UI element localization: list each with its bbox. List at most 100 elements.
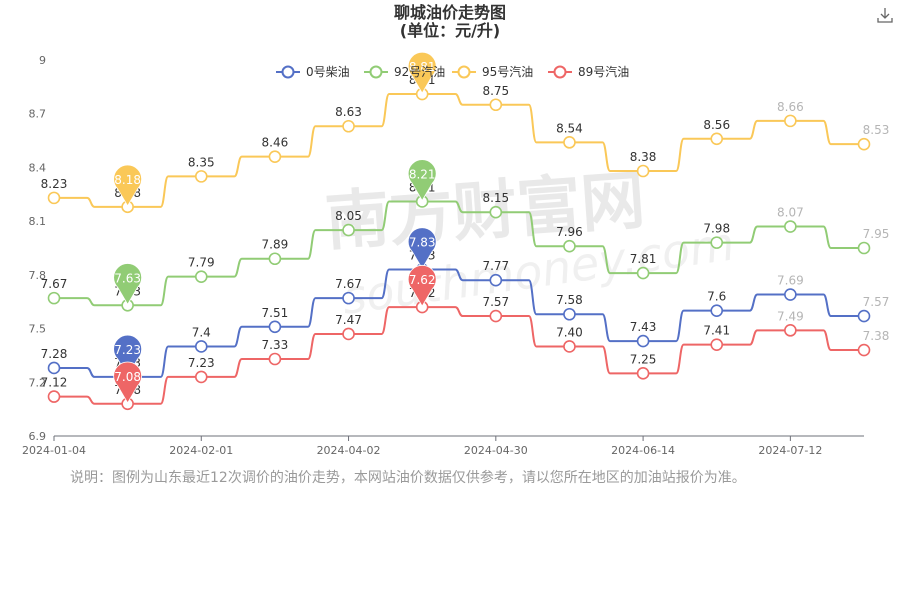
data-label: 7.67 — [41, 277, 68, 291]
data-label: 7.51 — [262, 306, 289, 320]
data-point — [489, 98, 503, 112]
chart-note: 说明：图例为山东最近12次调价的油价走势，本网站油价数据仅供参考，请以您所在地区… — [70, 470, 746, 486]
data-label: 7.96 — [556, 225, 583, 239]
pin-marker — [113, 164, 142, 207]
y-tick-label: 8.1 — [29, 215, 47, 228]
data-label: 8.63 — [335, 105, 362, 119]
data-point — [489, 205, 503, 219]
data-point — [342, 327, 355, 341]
axes: 6.9 7.2 7.5 7.8 8.1 8.4 8.7 9 2024-01-04 2024-02-… — [22, 54, 864, 457]
series-line-2 — [54, 93, 864, 208]
legend-marker — [369, 65, 383, 79]
legend-marker — [553, 65, 567, 79]
pin-label: 7.23 — [114, 343, 141, 357]
data-label: 8.15 — [482, 191, 509, 205]
pin-label: 7.08 — [114, 370, 141, 384]
pin-marker — [113, 263, 142, 306]
data-label: 7.6 — [707, 290, 726, 304]
data-label: 7.43 — [630, 320, 657, 334]
pin-markers: 7.23 7.83 7.63 8.21 8.18 8.81 7.08 7.62 — [113, 51, 437, 404]
download-icon[interactable] — [876, 6, 894, 24]
data-label: 8.35 — [188, 155, 215, 169]
data-point — [636, 164, 650, 178]
data-label: 7.23 — [188, 356, 215, 370]
pin-marker — [407, 264, 437, 307]
pin-marker — [407, 159, 437, 202]
data-point — [784, 114, 797, 128]
y-tick-label: 8.4 — [29, 161, 47, 174]
legend: 0号柴油 92号汽油 95号汽油 89号汽油 — [276, 64, 629, 79]
data-point — [784, 220, 797, 233]
pin-label: 7.63 — [114, 271, 141, 285]
data-point — [636, 367, 650, 380]
data-point — [47, 361, 61, 375]
chart-subtitle: (单位：元/升) — [399, 21, 501, 40]
series-line-3 — [54, 306, 864, 405]
data-point — [784, 324, 797, 337]
data-label: 7.98 — [703, 222, 730, 236]
data-label: 8.66 — [777, 100, 804, 114]
pin-label: 8.21 — [409, 167, 436, 181]
x-tick-label: 2024-02-01 — [169, 444, 233, 457]
chart-title: 聊城油价走势图 — [393, 3, 506, 22]
x-tick-label: 2024-06-14 — [611, 444, 675, 457]
y-tick-label: 7.5 — [29, 323, 47, 336]
data-point — [194, 170, 208, 183]
data-point — [194, 370, 208, 384]
data-label: 7.67 — [335, 277, 362, 291]
data-label: 7.95 — [863, 227, 890, 241]
data-point — [710, 338, 724, 351]
data-label: 7.12 — [41, 376, 68, 390]
data-label: 7.69 — [777, 274, 804, 288]
data-label: 7.57 — [482, 295, 509, 309]
legend-label: 0号柴油 — [306, 65, 350, 79]
data-point — [342, 223, 355, 237]
data-label: 8.07 — [777, 206, 804, 220]
pin-label: 7.83 — [409, 235, 436, 249]
data-label: 8.23 — [41, 177, 68, 191]
data-point — [47, 291, 61, 305]
data-point — [710, 236, 724, 249]
data-point — [268, 320, 282, 334]
data-label: 8.54 — [556, 121, 583, 135]
data-label: 7.47 — [335, 313, 362, 327]
data-label: 8.46 — [262, 136, 289, 150]
pin-label: 8.81 — [409, 60, 436, 74]
legend-label: 89号汽油 — [578, 64, 629, 79]
data-point — [268, 150, 282, 163]
data-point — [857, 309, 871, 323]
data-point — [342, 119, 355, 133]
x-tick-label: 2024-01-04 — [22, 444, 86, 457]
data-point — [563, 136, 576, 149]
data-label: 7.28 — [41, 347, 68, 361]
y-tick-label: 6.9 — [29, 430, 47, 443]
y-tick-label: 7.8 — [29, 269, 47, 282]
pin-marker — [113, 334, 142, 377]
pin-marker — [407, 51, 437, 94]
data-label: 8.38 — [630, 150, 657, 164]
data-label: 8.75 — [482, 84, 509, 98]
legend-label: 92号汽油 — [394, 64, 445, 79]
pin-marker — [113, 361, 142, 404]
data-label: 8.05 — [335, 209, 362, 223]
data-label: 7.40 — [556, 325, 583, 339]
y-tick-label: 8.7 — [29, 108, 47, 121]
data-point — [710, 304, 724, 317]
y-tick-label: 7.2 — [29, 376, 47, 389]
x-tick-label: 2024-07-12 — [758, 444, 822, 457]
pin-label: 8.18 — [114, 173, 141, 187]
data-label: 7.58 — [556, 293, 583, 307]
data-point — [194, 340, 208, 353]
data-label: 8.53 — [863, 123, 890, 137]
data-label: 7.25 — [630, 352, 657, 366]
series-lines — [54, 93, 864, 405]
data-point — [784, 288, 797, 301]
data-point — [857, 343, 871, 357]
data-point — [47, 390, 61, 403]
series-labels: 7.28 7.23 7.4 7.51 7.67 7.83 7.77 7.58 7.43 7.6 7.… — [41, 73, 890, 397]
data-point — [268, 252, 282, 266]
data-label: 7.49 — [777, 309, 804, 323]
data-label: 7.81 — [630, 252, 657, 266]
data-point — [636, 266, 650, 280]
